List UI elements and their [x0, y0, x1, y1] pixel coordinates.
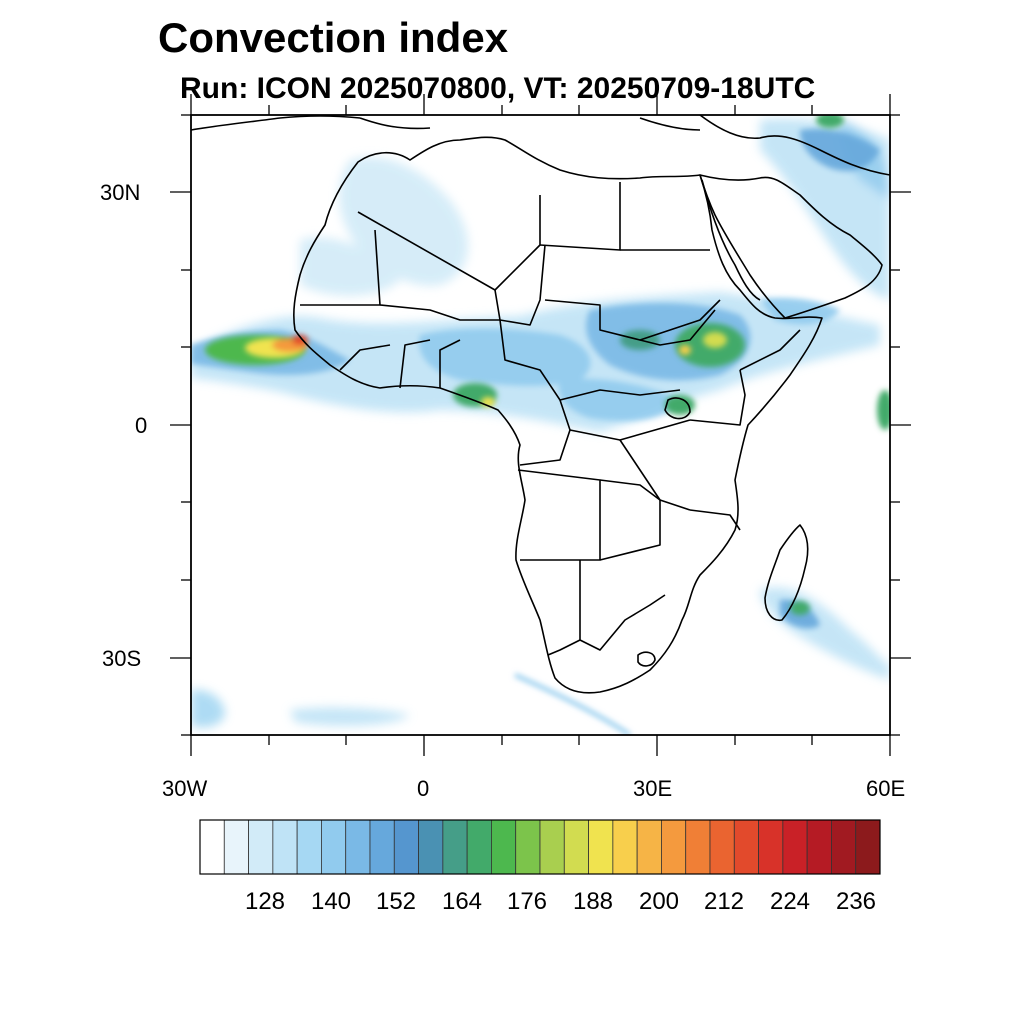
- legend-swatch: [296, 819, 322, 875]
- legend-swatch: [272, 819, 298, 875]
- legend-swatch: [612, 819, 638, 875]
- lat-label-30s: 30S: [102, 646, 142, 671]
- legend-swatch: [806, 819, 832, 875]
- legend-swatch: [393, 819, 419, 875]
- legend-label: 212: [703, 888, 745, 915]
- legend-swatch: [855, 819, 881, 875]
- legend-swatch: [636, 819, 662, 875]
- legend-label: 152: [375, 888, 417, 915]
- legend-swatch: [733, 819, 759, 875]
- legend-swatch: [466, 819, 492, 875]
- lon-label-30w: 30W: [162, 776, 208, 801]
- legend-label: 176: [506, 888, 548, 915]
- convection-field: [191, 115, 890, 735]
- legend-swatch: [418, 819, 444, 875]
- lon-label-30e: 30E: [633, 776, 673, 801]
- legend-label: 224: [769, 888, 811, 915]
- legend-swatch: [491, 819, 517, 875]
- lat-label-30n: 30N: [100, 180, 141, 205]
- legend-colorbar: [199, 819, 881, 875]
- legend-swatch: [223, 819, 249, 875]
- legend-swatch: [248, 819, 274, 875]
- legend-label: 200: [638, 888, 680, 915]
- legend-label: 164: [441, 888, 483, 915]
- axis-ticks: [170, 94, 911, 756]
- legend-frame: [199, 819, 881, 875]
- legend-swatch: [563, 819, 589, 875]
- legend-swatch: [782, 819, 808, 875]
- legend-swatch: [685, 819, 711, 875]
- coastlines: [191, 115, 890, 694]
- legend-swatch: [345, 819, 371, 875]
- lon-label-60e: 60E: [866, 776, 906, 801]
- legend-label: 236: [835, 888, 877, 915]
- legend-label: 140: [310, 888, 352, 915]
- legend-swatch: [442, 819, 468, 875]
- legend-swatch: [709, 819, 735, 875]
- legend-swatch: [369, 819, 395, 875]
- map-subtitle: Run: ICON 2025070800, VT: 20250709-18UTC: [180, 72, 816, 105]
- lon-label-0: 0: [417, 776, 430, 801]
- legend-swatch: [831, 819, 857, 875]
- lat-label-0: 0: [135, 413, 148, 438]
- legend-swatch: [758, 819, 784, 875]
- legend-swatch: [515, 819, 541, 875]
- legend-label: 188: [572, 888, 614, 915]
- legend-swatch: [539, 819, 565, 875]
- map-title: Convection index: [158, 14, 509, 61]
- legend-swatch: [661, 819, 687, 875]
- legend-swatch: [199, 819, 225, 875]
- legend-swatch: [321, 819, 347, 875]
- legend-label: 128: [244, 888, 286, 915]
- legend-swatch: [588, 819, 614, 875]
